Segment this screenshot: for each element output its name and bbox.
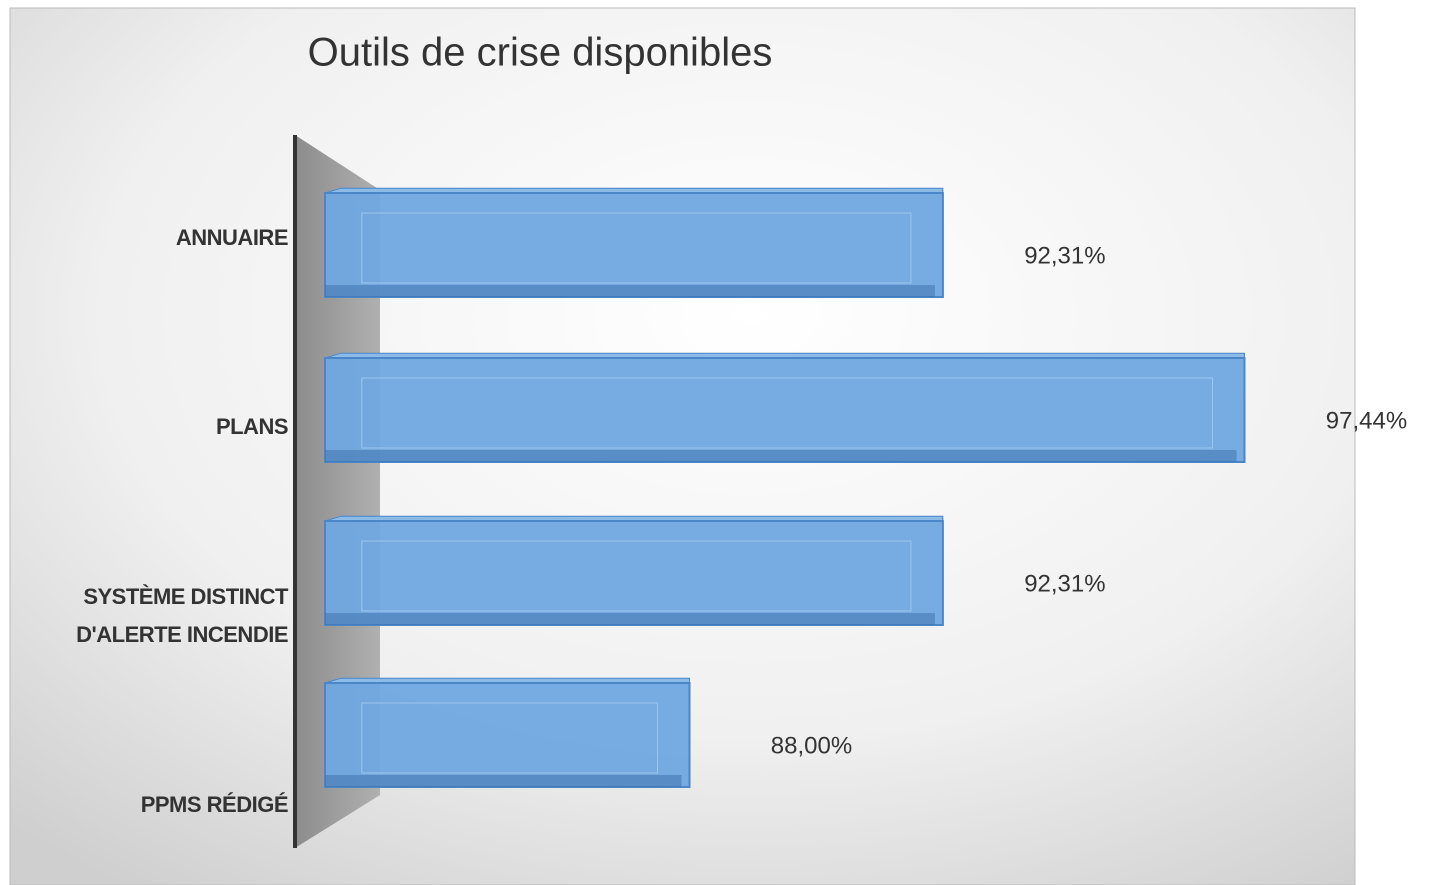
- bar-shadow: [325, 775, 682, 787]
- bar: [324, 357, 1246, 463]
- value-label: 92,31%: [1024, 242, 1105, 269]
- bar-inner: [361, 377, 1213, 449]
- value-label: 88,00%: [771, 732, 852, 759]
- bar: [324, 682, 691, 788]
- category-label: PPMS RÉDIGÉ: [140, 792, 289, 817]
- chart-title: Outils de crise disponibles: [308, 31, 773, 75]
- category-label: PLANS: [215, 414, 289, 439]
- bar-inner: [361, 702, 659, 774]
- bar-shadow: [325, 450, 1237, 462]
- back-wall: [295, 135, 380, 848]
- bar: [324, 520, 944, 626]
- value-label: 92,31%: [1024, 570, 1105, 597]
- bar-shadow: [325, 285, 935, 297]
- value-label: 97,44%: [1326, 407, 1407, 434]
- bar-shadow: [325, 613, 935, 625]
- bar: [324, 192, 944, 298]
- bar-inner: [361, 212, 912, 284]
- bar-inner: [361, 540, 912, 612]
- category-label: SYSTÈME DISTINCT D'ALERTE INCENDIE: [76, 584, 288, 647]
- category-label: ANNUAIRE: [175, 225, 289, 250]
